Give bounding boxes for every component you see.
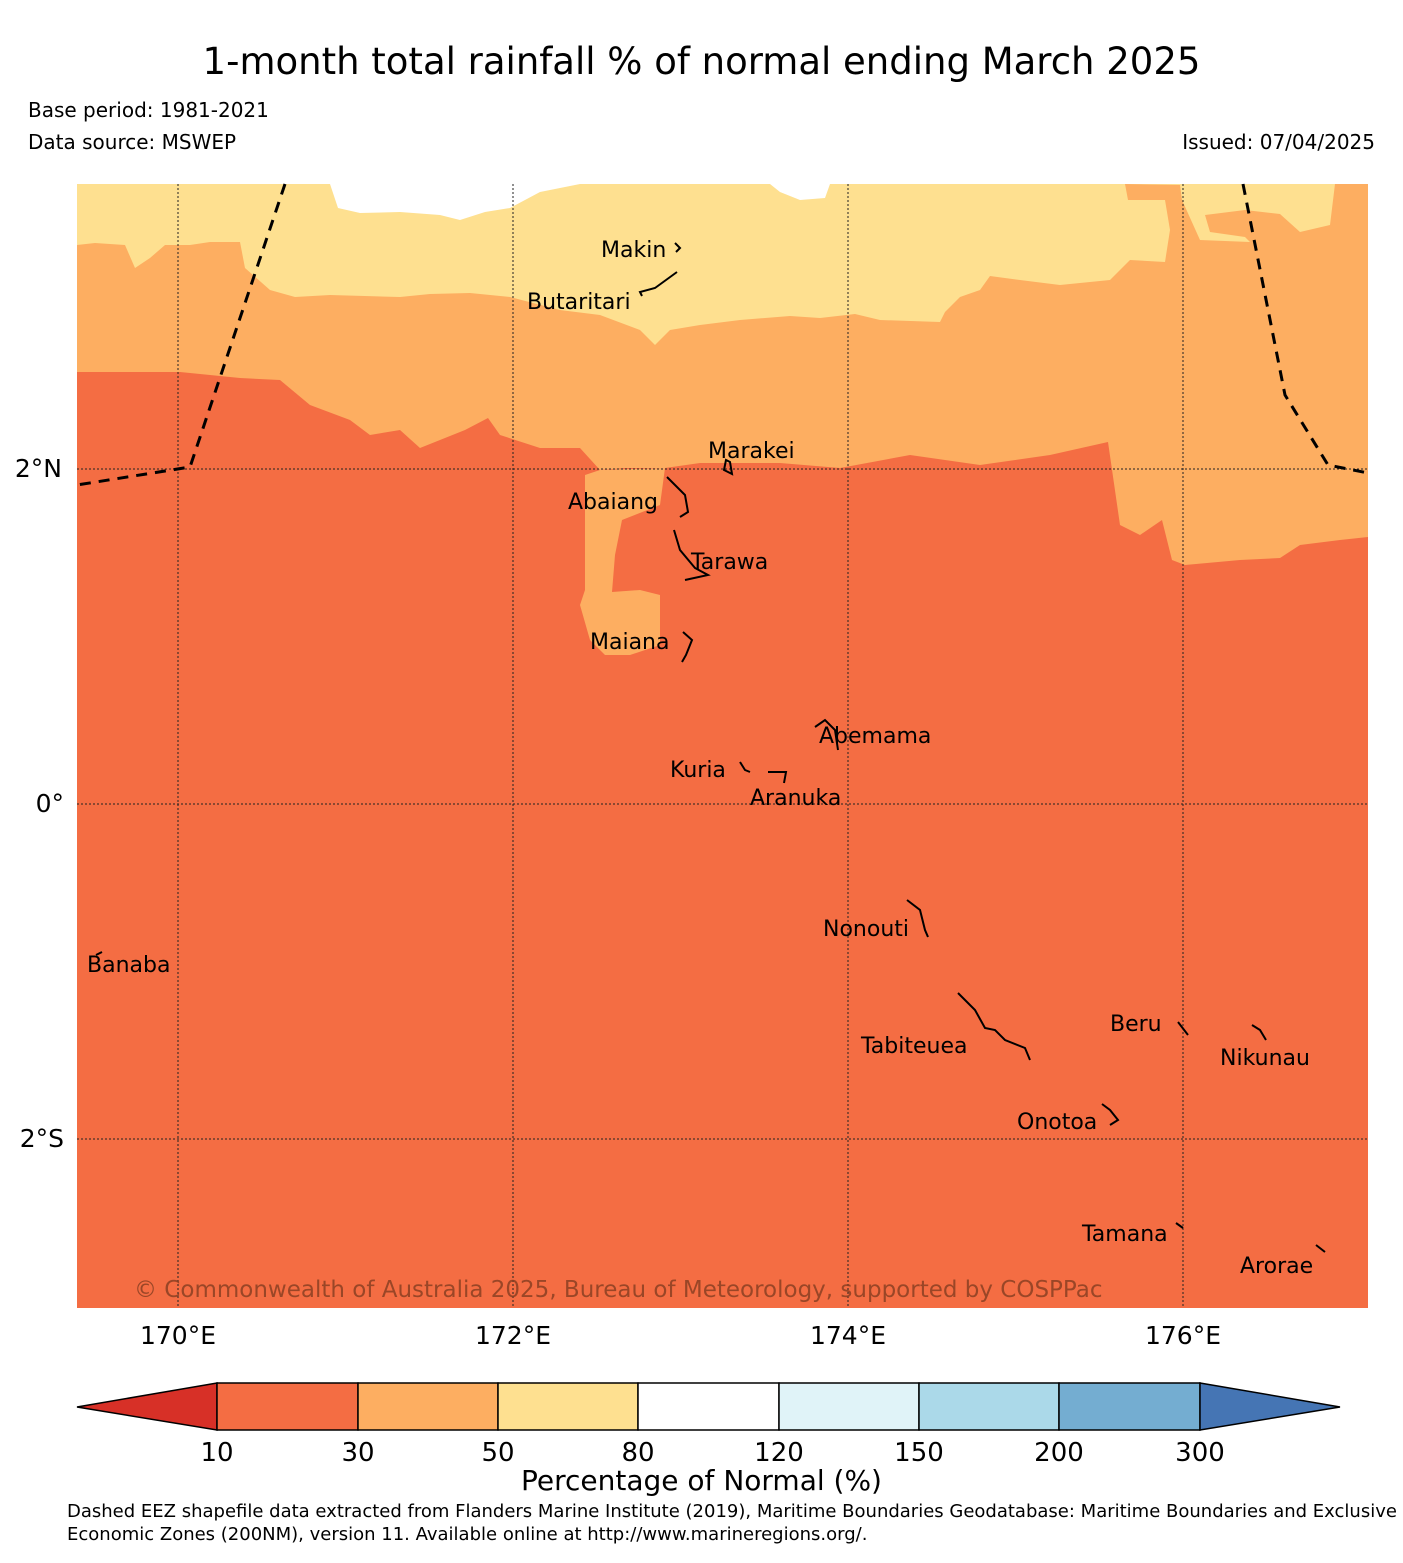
island-shape-onotoa bbox=[1101, 1103, 1120, 1126]
colorbar-tick: 30 bbox=[341, 1438, 374, 1468]
island-label: Banaba bbox=[87, 953, 170, 978]
lon-label: 170°E bbox=[140, 1321, 216, 1350]
eez-line-east bbox=[1241, 183, 1369, 475]
island-shape-maiana bbox=[681, 631, 694, 663]
island-shape-banaba bbox=[95, 951, 103, 956]
island-label: Arorae bbox=[1240, 1254, 1313, 1279]
island-label: Aranuka bbox=[750, 786, 841, 811]
data-source: Data source: MSWEP bbox=[28, 130, 237, 154]
colorbar-tick: 80 bbox=[621, 1438, 654, 1468]
island-outlines bbox=[95, 242, 1326, 1253]
graticule bbox=[77, 184, 1368, 1308]
eez-boundary bbox=[76, 183, 1369, 487]
island-label: Abaiang bbox=[568, 490, 658, 515]
colorbar-tick: 120 bbox=[754, 1438, 804, 1468]
colorbar-segment bbox=[497, 1382, 639, 1431]
colorbar-extend-low bbox=[76, 1382, 218, 1431]
footnote: Dashed EEZ shapefile data extracted from… bbox=[67, 1501, 1397, 1545]
island-label: Makin bbox=[601, 238, 666, 263]
issued-date: Issued: 07/04/2025 bbox=[1182, 130, 1375, 154]
colorbar-title: Percentage of Normal (%) bbox=[521, 1464, 882, 1497]
map-title: 1-month total rainfall % of normal endin… bbox=[202, 40, 1201, 83]
colorbar-segment bbox=[637, 1382, 780, 1431]
island-label: Beru bbox=[1110, 1012, 1162, 1037]
lon-label: 176°E bbox=[1145, 1321, 1221, 1350]
island-label: Kuria bbox=[670, 758, 726, 783]
colorbar-segment bbox=[1058, 1382, 1201, 1431]
island-label: Maiana bbox=[590, 630, 669, 655]
no-data-area bbox=[300, 184, 830, 220]
copyright-notice: © Commonwealth of Australia 2025, Bureau… bbox=[134, 1277, 1103, 1303]
island-shape-arorae bbox=[1315, 1244, 1326, 1253]
base-period: Base period: 1981-2021 bbox=[28, 98, 269, 122]
lon-label: 174°E bbox=[810, 1321, 886, 1350]
island-shape-tabiteuea bbox=[957, 992, 1031, 1061]
lat-label: 0° bbox=[36, 789, 64, 818]
eez-line-west bbox=[76, 183, 287, 487]
island-label: Marakei bbox=[708, 439, 795, 464]
colorbar-tick: 10 bbox=[200, 1438, 233, 1468]
colorbar-tick: 300 bbox=[1175, 1438, 1225, 1468]
island-labels: Makin Butaritari Marakei Abaiang Tarawa … bbox=[87, 238, 1313, 1279]
island-label: Tabiteuea bbox=[860, 1034, 967, 1059]
island-label: Nikunau bbox=[1220, 1046, 1310, 1071]
lat-label: 2°N bbox=[15, 454, 62, 483]
island-shape-butaritari bbox=[638, 271, 678, 297]
lon-label: 172°E bbox=[475, 1321, 551, 1350]
island-shape-nonouti bbox=[906, 899, 929, 938]
island-label: Abemama bbox=[819, 724, 931, 749]
colorbar-segment bbox=[918, 1382, 1060, 1431]
island-shape-tamana bbox=[1175, 1222, 1184, 1229]
colorbar-tick: 150 bbox=[894, 1438, 944, 1468]
colorbar-extend-high bbox=[1199, 1382, 1341, 1431]
island-shape-beru bbox=[1177, 1021, 1189, 1036]
island-shape-makin bbox=[674, 242, 682, 253]
colorbar-ticks: 10 30 50 80 120 150 200 300 bbox=[200, 1438, 1224, 1468]
colorbar-tick: 200 bbox=[1034, 1438, 1084, 1468]
island-shape-tarawa bbox=[673, 529, 711, 581]
island-label: Tamana bbox=[1081, 1222, 1168, 1247]
colorbar-segment bbox=[778, 1382, 920, 1431]
axis-labels: 2°N 0° 2°S 170°E 172°E 174°E 176°E bbox=[15, 454, 1221, 1350]
island-shape-kuria bbox=[739, 761, 751, 773]
colorbar-tick: 50 bbox=[481, 1438, 514, 1468]
island-shape-nikunau bbox=[1251, 1024, 1267, 1041]
island-label: Butaritari bbox=[527, 290, 631, 315]
island-shape-abemama bbox=[814, 718, 839, 751]
band-50-80 bbox=[77, 184, 1368, 345]
colorbar bbox=[76, 1382, 1341, 1431]
island-shape-marakei bbox=[722, 458, 734, 476]
island-label: Nonouti bbox=[823, 917, 909, 942]
island-shape-abaiang bbox=[666, 476, 690, 518]
lat-label: 2°S bbox=[20, 1124, 64, 1153]
island-label: Tarawa bbox=[690, 550, 768, 575]
colorbar-segment bbox=[216, 1382, 359, 1431]
band-30-50 bbox=[77, 184, 1368, 655]
colorbar-segment bbox=[357, 1382, 499, 1431]
island-shape-aranuka bbox=[768, 771, 788, 784]
island-label: Onotoa bbox=[1017, 1110, 1097, 1135]
